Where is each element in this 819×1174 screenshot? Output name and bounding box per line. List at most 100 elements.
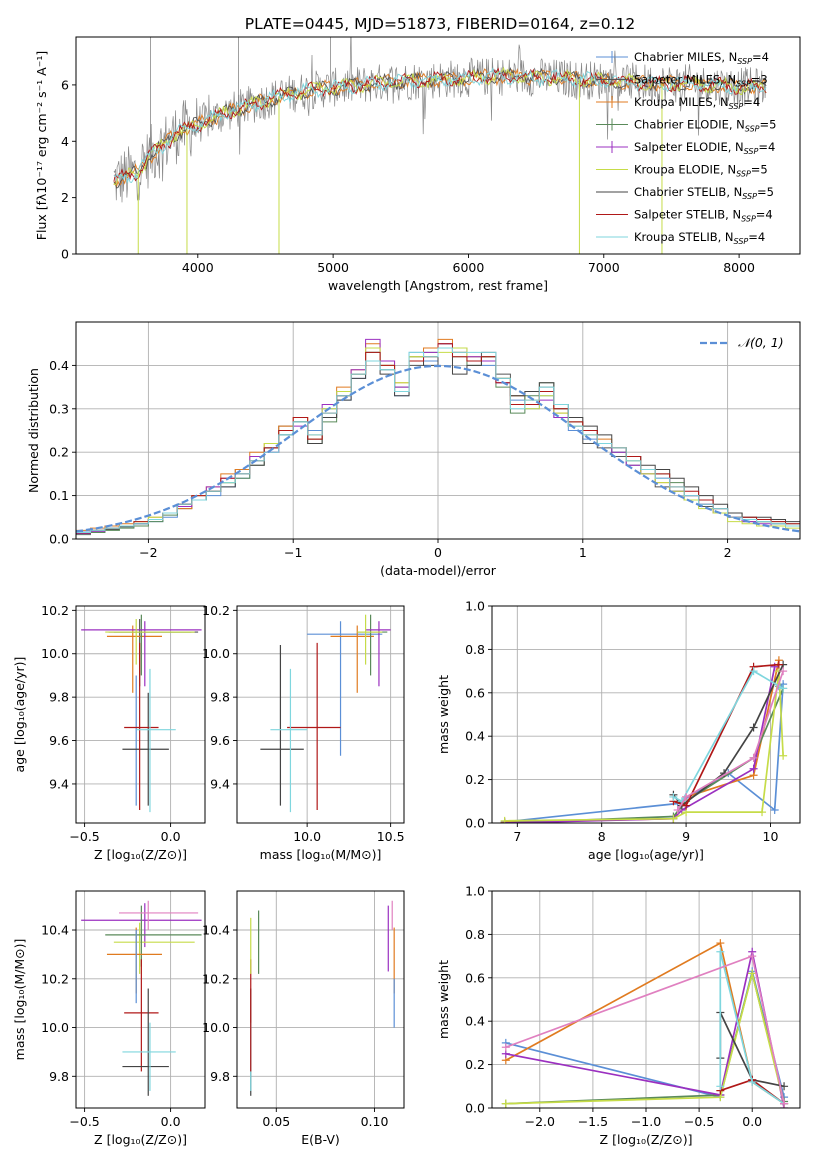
point-marker bbox=[716, 939, 725, 948]
point-marker bbox=[779, 667, 788, 676]
y-tick-label: 10.0 bbox=[202, 646, 230, 661]
point-marker bbox=[501, 1043, 510, 1052]
point-marker bbox=[669, 792, 678, 801]
legend-label: Kroupa ELODIE, NSSP=5 bbox=[634, 163, 768, 179]
legend-label: Chabrier ELODIE, NSSP=5 bbox=[634, 118, 776, 134]
point-marker bbox=[682, 801, 691, 810]
y-tick-label: 10.0 bbox=[41, 646, 69, 661]
spectrum-lines bbox=[113, 37, 767, 254]
x-axis-label: wavelength [Angstrom, rest frame] bbox=[328, 278, 548, 293]
y-tick-label: 0.4 bbox=[465, 729, 485, 744]
axes-frame bbox=[75, 36, 801, 255]
axes-frame bbox=[75, 605, 206, 824]
y-tick-label: 10.2 bbox=[202, 603, 230, 618]
y-tick-label: 10.4 bbox=[202, 923, 230, 938]
y-tick-label: 0.1 bbox=[49, 488, 69, 503]
point-marker bbox=[779, 684, 788, 693]
massweight-lines bbox=[501, 939, 789, 1108]
y-axis-label: Flux [fλ10⁻¹⁷ erg cm⁻² s⁻¹ A⁻¹] bbox=[34, 51, 49, 240]
axes-frame bbox=[491, 605, 801, 824]
y-tick-label: 6 bbox=[61, 77, 69, 92]
y-tick-label: 0.2 bbox=[465, 1057, 485, 1072]
x-tick-label: 8000 bbox=[723, 260, 755, 275]
point-marker bbox=[501, 1099, 510, 1108]
point-marker bbox=[716, 947, 725, 956]
x-tick-label: 9 bbox=[682, 829, 690, 844]
point-marker bbox=[749, 753, 758, 762]
point-marker bbox=[673, 805, 682, 814]
histogram-steps bbox=[76, 338, 800, 536]
y-tick-label: 9.6 bbox=[210, 733, 230, 748]
residual-histogram-panel: −2 −1 0 1 2 0.0 0.1 0.2 0.3 0.4 (data-model)/error… bbox=[26, 321, 801, 578]
x-tick-label: 0.10 bbox=[361, 1114, 389, 1129]
y-tick-label: 10.0 bbox=[202, 1020, 230, 1035]
x-tick-label: −0.5 bbox=[69, 829, 99, 844]
point-marker bbox=[779, 751, 788, 760]
axes-frame bbox=[491, 890, 801, 1109]
x-tick-label: −1.0 bbox=[631, 1114, 661, 1129]
massweight-series bbox=[505, 951, 785, 1108]
point-marker bbox=[716, 1082, 725, 1091]
y-axis-label: age [log₁₀(age/yr)] bbox=[12, 657, 27, 773]
y-tick-label: 10.2 bbox=[41, 603, 69, 618]
point-marker bbox=[749, 764, 758, 773]
axes-frame bbox=[75, 890, 206, 1109]
legend-label: Salpeter ELODIE, NSSP=4 bbox=[634, 140, 775, 156]
x-tick-label: 10.5 bbox=[377, 829, 405, 844]
x-tick-label: 0 bbox=[434, 545, 442, 560]
age-vs-mass-panel: 10.0 10.5 9.4 9.6 9.8 10.0 10.2 mass [log₁₀(M/M… bbox=[202, 603, 404, 862]
x-tick-label: 4000 bbox=[182, 260, 214, 275]
x-tick-label: −2.0 bbox=[525, 1114, 555, 1129]
errorbars bbox=[260, 614, 391, 813]
point-marker bbox=[749, 723, 758, 732]
x-tick-label: −0.5 bbox=[69, 1114, 99, 1129]
legend-label: Salpeter STELIB, NSSP=4 bbox=[634, 208, 773, 224]
y-tick-label: 10.0 bbox=[41, 1020, 69, 1035]
y-tick-label: 9.4 bbox=[49, 776, 69, 791]
x-tick-label: 6000 bbox=[453, 260, 485, 275]
y-axis-label: mass weight bbox=[436, 960, 451, 1039]
x-tick-label: 8 bbox=[598, 829, 606, 844]
y-tick-label: 0.2 bbox=[465, 772, 485, 787]
y-tick-label: 1.0 bbox=[465, 599, 485, 614]
x-tick-label: −1 bbox=[284, 545, 302, 560]
y-tick-label: 9.6 bbox=[49, 733, 69, 748]
x-tick-label: 10 bbox=[763, 829, 779, 844]
y-tick-label: 0.0 bbox=[465, 1101, 485, 1116]
x-tick-label: −2 bbox=[139, 545, 157, 560]
massweight-series bbox=[719, 951, 785, 1105]
histogram-series bbox=[76, 347, 800, 533]
age-vs-metallicity-panel: −0.5 0.0 9.4 9.6 9.8 10.0 10.2 Z [log₁₀(Z/Z⊙)] a… bbox=[12, 603, 206, 862]
model-spectrum bbox=[113, 67, 767, 185]
y-axis-label: Normed distribution bbox=[26, 368, 41, 493]
x-axis-label: Z [log₁₀(Z/Z⊙)] bbox=[94, 847, 187, 862]
x-tick-label: 10.0 bbox=[293, 829, 321, 844]
y-tick-label: 9.8 bbox=[210, 690, 230, 705]
y-tick-label: 0.0 bbox=[49, 532, 69, 547]
y-tick-label: 0.6 bbox=[465, 970, 485, 985]
massweight-series bbox=[504, 666, 776, 823]
massweight-series bbox=[505, 971, 785, 1099]
y-tick-label: 0.4 bbox=[49, 358, 69, 373]
point-marker bbox=[748, 952, 757, 961]
massweight-series bbox=[505, 941, 785, 1105]
massweight-series bbox=[504, 688, 784, 823]
point-marker bbox=[682, 792, 691, 801]
point-marker bbox=[748, 969, 757, 978]
y-tick-label: 9.8 bbox=[210, 1069, 230, 1084]
y-tick-label: 0.2 bbox=[49, 445, 69, 460]
x-tick-label: 7000 bbox=[588, 260, 620, 275]
point-marker bbox=[770, 805, 779, 814]
y-tick-label: 10.2 bbox=[202, 971, 230, 986]
x-axis-label: Z [log₁₀(Z/Z⊙)] bbox=[600, 1132, 693, 1147]
point-marker bbox=[758, 808, 767, 817]
x-axis-label: mass [log₁₀(M/M⊙)] bbox=[260, 847, 382, 862]
y-tick-label: 9.4 bbox=[210, 776, 230, 791]
point-marker bbox=[748, 1077, 757, 1086]
x-tick-label: 2 bbox=[724, 545, 732, 560]
x-tick-label: 0.0 bbox=[742, 1114, 762, 1129]
x-tick-label: 1 bbox=[579, 545, 587, 560]
mass-vs-metallicity-panel: −0.5 0.0 9.8 10.0 10.2 10.4 Z [log₁₀(Z/Z⊙)] mas… bbox=[12, 890, 206, 1147]
y-axis-label: mass weight bbox=[436, 675, 451, 754]
legend-label: Chabrier STELIB, NSSP=5 bbox=[634, 185, 774, 201]
